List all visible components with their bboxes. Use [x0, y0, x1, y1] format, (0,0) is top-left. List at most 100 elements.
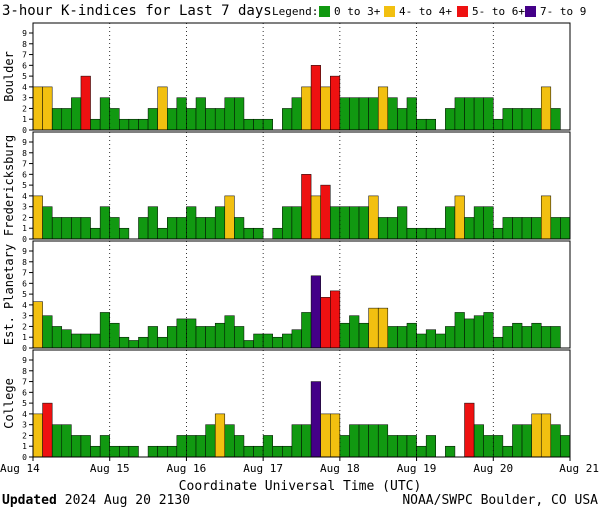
y-tick-label: 9	[22, 29, 27, 38]
bar	[349, 424, 360, 458]
bar	[119, 118, 130, 131]
bar	[253, 333, 264, 349]
legend-entry: 7- to 9	[540, 5, 586, 18]
bar	[195, 217, 206, 240]
bar	[368, 195, 379, 240]
bar	[71, 97, 82, 131]
bar	[51, 424, 63, 458]
y-tick-label: 6	[22, 170, 27, 179]
bar	[425, 118, 437, 131]
bar	[368, 307, 379, 349]
panels: 0123456789Boulder0123456789Fredericksbur…	[2, 22, 571, 462]
bar	[243, 340, 254, 349]
bar	[550, 326, 561, 349]
bar	[512, 108, 523, 131]
bar	[176, 435, 187, 458]
legend-swatch	[457, 6, 468, 17]
bar	[406, 97, 417, 131]
bar	[80, 217, 91, 240]
bar	[483, 97, 494, 131]
bar	[147, 108, 158, 131]
bar	[483, 435, 494, 458]
bar	[61, 217, 72, 240]
bar	[176, 318, 187, 349]
bar	[339, 206, 350, 240]
bar	[224, 195, 235, 240]
y-tick-label: 0	[22, 126, 27, 135]
bar	[368, 424, 379, 458]
bar	[119, 336, 130, 349]
bar	[387, 326, 398, 349]
bar	[282, 108, 293, 131]
bar	[243, 118, 254, 131]
bar	[128, 445, 139, 458]
bar	[167, 217, 178, 240]
bar	[416, 333, 427, 349]
bar	[445, 326, 456, 349]
y-tick-label: 2	[22, 104, 27, 113]
bar	[377, 86, 389, 131]
bar	[406, 435, 417, 458]
y-tick-label: 1	[22, 224, 27, 233]
bar	[464, 217, 475, 240]
bar	[368, 97, 379, 131]
bar	[301, 312, 312, 349]
bar	[282, 333, 293, 349]
bar	[358, 424, 369, 458]
bar	[291, 97, 302, 131]
legend: Legend: 0 to 3+ 4- to 4+ 5- to 6+ 7- to 9	[272, 5, 586, 18]
y-tick-label: 5	[22, 399, 27, 408]
bar	[377, 424, 389, 458]
bar	[397, 206, 408, 240]
y-tick-label: 8	[22, 367, 27, 376]
x-tick-label: Aug 15	[90, 462, 130, 475]
bar	[291, 329, 302, 349]
bar	[109, 445, 120, 458]
bar	[214, 413, 226, 458]
bar	[205, 424, 216, 458]
bar	[214, 322, 226, 349]
bar	[282, 445, 293, 458]
bar	[320, 184, 331, 240]
bar	[99, 435, 110, 458]
bar	[147, 445, 158, 458]
bar	[243, 227, 254, 240]
bar	[473, 315, 484, 349]
bar	[493, 336, 504, 349]
footer-updated-label: Updated	[2, 493, 57, 508]
bar	[320, 413, 331, 458]
bar	[253, 445, 264, 458]
bar	[224, 97, 235, 131]
bar	[61, 108, 72, 131]
bar	[349, 97, 360, 131]
bar	[119, 227, 130, 240]
bar	[42, 315, 53, 349]
panel-label: Est. Planetary	[2, 244, 16, 345]
y-tick-label: 3	[22, 312, 27, 321]
y-tick-label: 6	[22, 388, 27, 397]
bar	[540, 195, 552, 240]
bar	[397, 108, 408, 131]
bar	[473, 97, 484, 131]
bar	[310, 381, 321, 458]
bar	[540, 326, 552, 349]
bar	[205, 108, 216, 131]
bar	[310, 195, 321, 240]
bar	[71, 333, 82, 349]
bar	[291, 206, 302, 240]
legend-entry: 0 to 3+	[334, 5, 381, 18]
bar	[99, 97, 110, 131]
bar	[454, 195, 465, 240]
y-tick-label: 8	[22, 258, 27, 267]
bar	[387, 97, 398, 131]
panel-label: College	[2, 378, 16, 429]
bar	[128, 340, 139, 349]
chart-title: 3-hour K-indices for Last 7 days	[2, 3, 272, 19]
bar	[71, 435, 82, 458]
bar	[262, 118, 273, 131]
bar	[272, 336, 283, 349]
bar	[445, 108, 456, 131]
bar	[99, 206, 110, 240]
bar	[454, 312, 465, 349]
